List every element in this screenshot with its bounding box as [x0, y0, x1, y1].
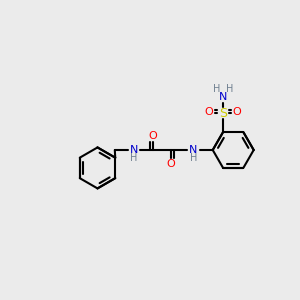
Text: H: H	[213, 84, 220, 94]
Text: N: N	[219, 92, 227, 102]
Text: H: H	[190, 153, 197, 163]
Text: N: N	[189, 145, 198, 155]
Text: H: H	[226, 84, 233, 94]
Text: S: S	[219, 106, 227, 120]
Text: O: O	[233, 107, 242, 117]
Text: O: O	[205, 107, 213, 117]
Text: O: O	[167, 159, 176, 169]
Text: N: N	[130, 145, 138, 155]
Text: H: H	[130, 153, 138, 163]
Text: O: O	[149, 131, 158, 141]
